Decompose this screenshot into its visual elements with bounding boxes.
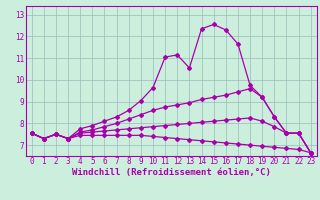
X-axis label: Windchill (Refroidissement éolien,°C): Windchill (Refroidissement éolien,°C) — [72, 168, 271, 177]
